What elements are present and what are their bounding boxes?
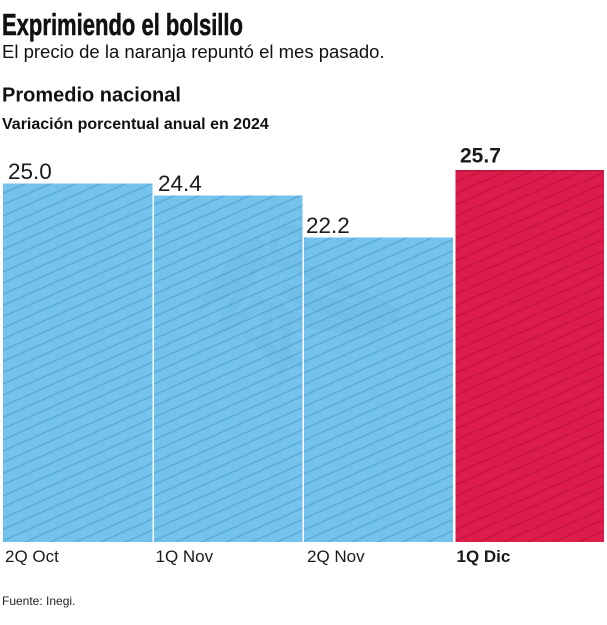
svg-text:1Q Dic: 1Q Dic bbox=[457, 547, 511, 566]
svg-text:24.4: 24.4 bbox=[158, 171, 202, 196]
svg-text:25.7: 25.7 bbox=[460, 145, 501, 168]
svg-text:Fuente: Inegi.: Fuente: Inegi. bbox=[2, 594, 75, 608]
svg-text:1Q Nov: 1Q Nov bbox=[156, 547, 214, 566]
svg-text:Promedio nacional: Promedio nacional bbox=[2, 85, 181, 107]
svg-text:El precio de la naranja repunt: El precio de la naranja repuntó el mes p… bbox=[2, 41, 385, 62]
svg-text:Variación porcentual anual en: Variación porcentual anual en 2024 bbox=[2, 116, 269, 133]
svg-text:2Q Nov: 2Q Nov bbox=[307, 547, 365, 566]
svg-text:25.0: 25.0 bbox=[8, 159, 52, 184]
svg-text:Exprimiendo el bolsillo: Exprimiendo el bolsillo bbox=[2, 7, 243, 41]
svg-text:2Q Oct: 2Q Oct bbox=[5, 547, 59, 566]
svg-text:22.2: 22.2 bbox=[306, 213, 350, 238]
